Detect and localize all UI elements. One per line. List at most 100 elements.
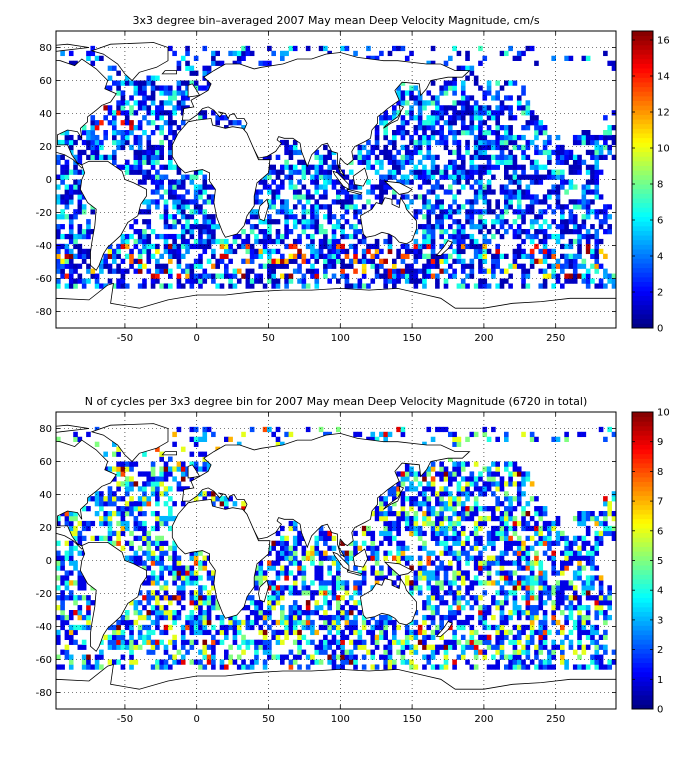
- heatmap-bin: [486, 105, 492, 111]
- heatmap-bin: [176, 585, 182, 591]
- heatmap-bin: [456, 590, 462, 596]
- heatmap-bin: [560, 159, 565, 165]
- heatmap-bin: [422, 134, 427, 141]
- heatmap-bin: [318, 243, 324, 250]
- heatmap-bin: [133, 125, 139, 131]
- heatmap-bin: [189, 268, 195, 274]
- heatmap-bin: [374, 639, 380, 645]
- heatmap-bin: [348, 649, 354, 655]
- heatmap-bin: [60, 555, 65, 561]
- heatmap-bin: [159, 520, 164, 527]
- heatmap-bin: [422, 169, 427, 175]
- heatmap-bin: [327, 590, 332, 596]
- heatmap-bin: [193, 204, 199, 210]
- heatmap-bin: [404, 194, 410, 200]
- heatmap-bin: [275, 219, 281, 225]
- heatmap-bin: [176, 283, 182, 289]
- heatmap-bin: [142, 243, 147, 250]
- heatmap-bin: [516, 491, 522, 497]
- heatmap-bin: [387, 535, 393, 541]
- heatmap-bin: [607, 595, 612, 601]
- heatmap-bin: [150, 120, 156, 126]
- heatmap-bin: [443, 525, 449, 532]
- heatmap-bin: [577, 565, 582, 571]
- heatmap-bin: [585, 283, 591, 289]
- heatmap-bin: [392, 619, 397, 626]
- heatmap-bin: [379, 273, 384, 279]
- heatmap-bin: [607, 525, 612, 532]
- heatmap-bin: [400, 174, 406, 180]
- heatmap-bin: [241, 258, 246, 264]
- heatmap-bin: [460, 506, 466, 512]
- heatmap-bin: [267, 229, 272, 235]
- heatmap-bin: [551, 619, 556, 626]
- heatmap-bin: [323, 273, 328, 279]
- heatmap-bin: [572, 184, 578, 190]
- heatmap-bin: [168, 214, 173, 220]
- heatmap-bin: [534, 144, 539, 151]
- heatmap-bin: [577, 224, 582, 230]
- heatmap-bin: [409, 649, 414, 655]
- heatmap-bin: [456, 248, 462, 255]
- heatmap-bin: [482, 209, 488, 215]
- heatmap-bin: [133, 139, 139, 146]
- heatmap-bin: [86, 664, 91, 670]
- heatmap-bin: [400, 649, 406, 655]
- heatmap-bin: [413, 515, 419, 522]
- heatmap-bin: [254, 273, 259, 279]
- heatmap-bin: [499, 139, 505, 146]
- heatmap-bin: [206, 555, 212, 561]
- heatmap-bin: [392, 496, 397, 502]
- heatmap-bin: [495, 570, 500, 576]
- heatmap-bin: [267, 219, 272, 225]
- heatmap-bin: [60, 565, 65, 571]
- heatmap-bin: [64, 515, 70, 522]
- heatmap-bin: [439, 624, 444, 631]
- heatmap-bin: [310, 219, 315, 225]
- heatmap-bin: [456, 50, 462, 57]
- heatmap-bin: [56, 229, 61, 235]
- heatmap-bin: [409, 520, 414, 527]
- heatmap-bin: [383, 511, 388, 517]
- heatmap-bin: [504, 95, 509, 101]
- heatmap-bin: [301, 283, 307, 289]
- heatmap-bin: [387, 506, 393, 512]
- heatmap-bin: [426, 486, 432, 492]
- heatmap-bin: [456, 115, 462, 121]
- heatmap-bin: [73, 60, 78, 66]
- heatmap-bin: [495, 634, 500, 640]
- heatmap-bin: [168, 258, 173, 264]
- heatmap-bin: [521, 268, 526, 274]
- heatmap-bin: [124, 476, 130, 482]
- heatmap-bin: [112, 501, 117, 507]
- heatmap-bin: [137, 545, 143, 551]
- heatmap-bin: [603, 134, 608, 141]
- heatmap-bin: [81, 130, 87, 136]
- heatmap-bin: [426, 605, 432, 611]
- heatmap-bin: [314, 659, 320, 665]
- heatmap-bin: [504, 174, 509, 180]
- heatmap-bin: [443, 486, 449, 492]
- heatmap-bin: [417, 115, 423, 121]
- heatmap-bin: [430, 525, 436, 532]
- heatmap-bin: [491, 545, 496, 551]
- heatmap-bin: [478, 45, 483, 52]
- heatmap-bin: [508, 481, 513, 487]
- heatmap-bin: [292, 520, 298, 527]
- heatmap-bin: [404, 159, 410, 165]
- heatmap-bin: [495, 515, 500, 522]
- heatmap-bin: [374, 560, 380, 566]
- heatmap-bin: [150, 174, 156, 180]
- heatmap-bin: [370, 629, 376, 636]
- heatmap-bin: [417, 560, 423, 566]
- heatmap-bin: [491, 115, 496, 121]
- heatmap-bin: [439, 125, 444, 131]
- heatmap-bin: [361, 614, 367, 621]
- heatmap-bin: [430, 174, 436, 180]
- heatmap-bin: [129, 481, 134, 487]
- heatmap-bin: [211, 496, 216, 502]
- heatmap-bin: [301, 550, 307, 556]
- heatmap-bin: [538, 570, 544, 576]
- heatmap-bin: [551, 268, 556, 274]
- heatmap-bin: [379, 634, 384, 640]
